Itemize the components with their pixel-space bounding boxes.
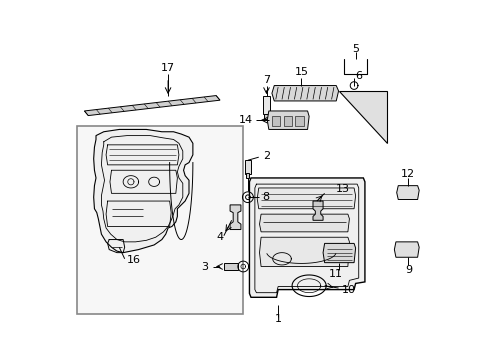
Text: 2: 2 (262, 152, 269, 161)
Polygon shape (271, 86, 338, 101)
Polygon shape (283, 116, 291, 126)
Polygon shape (264, 114, 268, 119)
Polygon shape (246, 172, 249, 178)
Text: 10: 10 (341, 285, 355, 294)
Polygon shape (295, 116, 303, 126)
Polygon shape (257, 188, 355, 209)
Polygon shape (244, 160, 250, 174)
Polygon shape (338, 91, 386, 143)
Text: 6: 6 (355, 71, 362, 81)
Text: 17: 17 (161, 63, 175, 73)
Polygon shape (323, 243, 355, 263)
Text: 5: 5 (351, 44, 358, 54)
Polygon shape (249, 178, 364, 297)
Text: 9: 9 (404, 265, 411, 275)
Text: 14: 14 (239, 115, 253, 125)
Polygon shape (396, 186, 418, 199)
Polygon shape (84, 95, 220, 116)
Polygon shape (312, 201, 323, 220)
Polygon shape (94, 130, 192, 253)
Text: 8: 8 (262, 192, 269, 202)
Polygon shape (259, 237, 349, 266)
Text: 11: 11 (328, 269, 343, 279)
Text: 7: 7 (263, 75, 269, 85)
Polygon shape (393, 242, 418, 257)
Text: 1: 1 (274, 314, 281, 324)
Polygon shape (271, 116, 280, 126)
Polygon shape (262, 95, 270, 114)
Polygon shape (224, 263, 237, 270)
Bar (77, 126, 243, 314)
Text: 12: 12 (401, 169, 414, 179)
Text: 4: 4 (216, 232, 223, 242)
Polygon shape (259, 214, 349, 232)
Polygon shape (267, 111, 308, 130)
Polygon shape (230, 205, 241, 230)
Text: 3: 3 (201, 261, 208, 271)
Text: 15: 15 (294, 67, 308, 77)
Text: 16: 16 (127, 255, 141, 265)
Text: 13: 13 (336, 184, 349, 194)
